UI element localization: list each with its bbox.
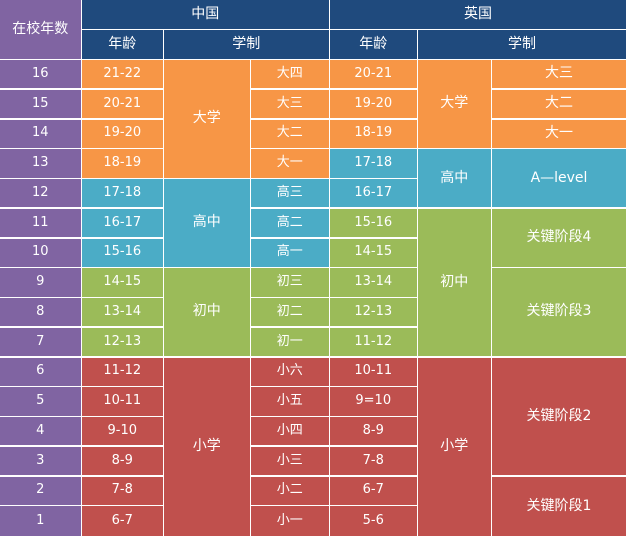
school-year-cell: 15 (0, 89, 81, 118)
china-grade-cell: 高一 (251, 238, 329, 267)
china-age-cell: 16-17 (82, 208, 163, 237)
uk-level-cell: 大三 (492, 60, 626, 89)
uk-stage-cell: 高中 (418, 149, 491, 208)
uk-age-cell: 6-7 (330, 476, 417, 505)
uk-level-cell: 关键阶段2 (492, 357, 626, 475)
china-age-cell: 18-19 (82, 149, 163, 178)
school-year-cell: 7 (0, 327, 81, 356)
china-stage-cell: 高中 (164, 179, 250, 267)
china-grade-cell: 初二 (251, 298, 329, 327)
uk-age-cell: 16-17 (330, 179, 417, 208)
china-age-cell: 6-7 (82, 506, 163, 536)
school-year-cell: 11 (0, 208, 81, 237)
china-grade-cell: 小二 (251, 476, 329, 505)
uk-level-cell: 关键阶段3 (492, 268, 626, 356)
china-age-cell: 19-20 (82, 119, 163, 148)
uk-age-cell: 17-18 (330, 149, 417, 178)
school-year-cell: 16 (0, 60, 81, 89)
china-grade-cell: 大三 (251, 89, 329, 118)
china-grade-cell: 小四 (251, 417, 329, 446)
china-age-cell: 8-9 (82, 446, 163, 475)
china-age-header: 年龄 (82, 30, 163, 59)
uk-age-cell: 9=10 (330, 387, 417, 416)
uk-age-cell: 8-9 (330, 417, 417, 446)
china-grade-cell: 小五 (251, 387, 329, 416)
school-year-cell: 5 (0, 387, 81, 416)
china-system-header: 学制 (164, 30, 329, 59)
uk-age-cell: 7-8 (330, 446, 417, 475)
uk-level-cell: 大一 (492, 119, 626, 148)
uk-stage-cell: 大学 (418, 60, 491, 148)
school-year-cell: 6 (0, 357, 81, 386)
uk-level-cell: 关键阶段1 (492, 476, 626, 536)
china-grade-cell: 初三 (251, 268, 329, 297)
china-grade-cell: 高二 (251, 208, 329, 237)
china-age-cell: 12-13 (82, 327, 163, 356)
china-grade-cell: 小一 (251, 506, 329, 536)
uk-level-cell: 大二 (492, 89, 626, 118)
uk-age-cell: 12-13 (330, 298, 417, 327)
uk-age-cell: 5-6 (330, 506, 417, 536)
school-year-cell: 3 (0, 446, 81, 475)
school-years-header: 在校年数 (0, 0, 81, 59)
school-year-cell: 13 (0, 149, 81, 178)
china-grade-cell: 大四 (251, 60, 329, 89)
china-age-cell: 14-15 (82, 268, 163, 297)
school-year-cell: 8 (0, 298, 81, 327)
uk-level-cell: 关键阶段4 (492, 208, 626, 267)
china-grade-cell: 大一 (251, 149, 329, 178)
uk-age-cell: 11-12 (330, 327, 417, 356)
china-age-cell: 20-21 (82, 89, 163, 118)
uk-level-cell: A—level (492, 149, 626, 208)
school-year-cell: 4 (0, 417, 81, 446)
china-stage-cell: 初中 (164, 268, 250, 356)
china-header: 中国 (82, 0, 329, 29)
china-age-cell: 15-16 (82, 238, 163, 267)
uk-system-header: 学制 (418, 30, 626, 59)
school-year-cell: 9 (0, 268, 81, 297)
uk-age-cell: 14-15 (330, 238, 417, 267)
china-grade-cell: 高三 (251, 179, 329, 208)
uk-header: 英国 (330, 0, 626, 29)
china-age-cell: 13-14 (82, 298, 163, 327)
uk-stage-cell: 小学 (418, 357, 491, 536)
uk-stage-cell: 初中 (418, 208, 491, 356)
china-grade-cell: 大二 (251, 119, 329, 148)
school-year-cell: 10 (0, 238, 81, 267)
china-stage-cell: 大学 (164, 60, 250, 178)
china-age-cell: 17-18 (82, 179, 163, 208)
uk-age-cell: 18-19 (330, 119, 417, 148)
china-age-cell: 21-22 (82, 60, 163, 89)
uk-age-header: 年龄 (330, 30, 417, 59)
china-grade-cell: 初一 (251, 327, 329, 356)
china-stage-cell: 小学 (164, 357, 250, 536)
china-grade-cell: 小六 (251, 357, 329, 386)
uk-age-cell: 15-16 (330, 208, 417, 237)
china-age-cell: 11-12 (82, 357, 163, 386)
uk-age-cell: 19-20 (330, 89, 417, 118)
uk-age-cell: 13-14 (330, 268, 417, 297)
school-year-cell: 12 (0, 179, 81, 208)
uk-age-cell: 10-11 (330, 357, 417, 386)
uk-age-cell: 20-21 (330, 60, 417, 89)
china-grade-cell: 小三 (251, 446, 329, 475)
school-year-cell: 14 (0, 119, 81, 148)
school-year-cell: 2 (0, 476, 81, 505)
china-age-cell: 7-8 (82, 476, 163, 505)
school-year-cell: 1 (0, 506, 81, 536)
china-age-cell: 10-11 (82, 387, 163, 416)
china-age-cell: 9-10 (82, 417, 163, 446)
